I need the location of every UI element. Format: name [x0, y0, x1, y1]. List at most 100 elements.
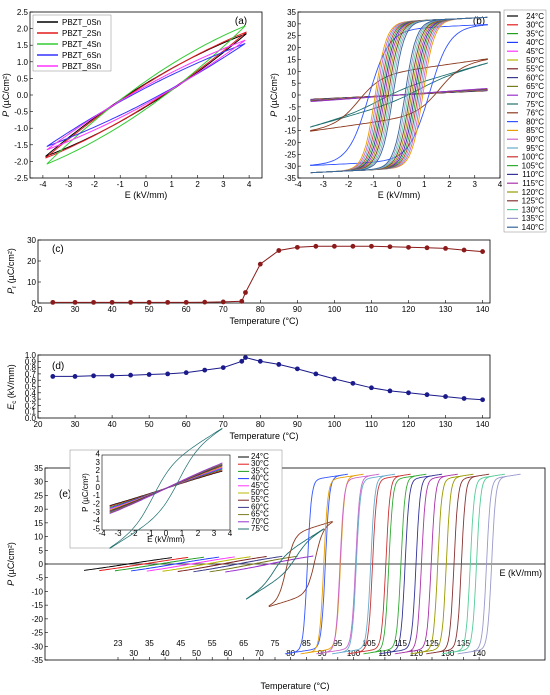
- x-tick-label: 120: [402, 305, 416, 314]
- y-tick-label: 25: [287, 32, 296, 41]
- y-tick-label: 5: [39, 546, 44, 555]
- data-point: [424, 392, 430, 398]
- y-tick-label: 35: [34, 464, 43, 473]
- data-point: [406, 244, 411, 250]
- x-tick-label: 80: [286, 649, 295, 658]
- inset-legend-entry: 35°C: [251, 466, 269, 475]
- x-tick-label: 140: [476, 305, 490, 314]
- series-loop-120: [394, 473, 458, 655]
- x-tick-label: -4: [39, 180, 47, 189]
- series-loop-45: [146, 556, 235, 572]
- data-point: [257, 261, 263, 267]
- y-tick-label: 0.8: [25, 364, 37, 373]
- x-tick-label: -3: [65, 180, 73, 189]
- data-point: [331, 243, 337, 249]
- x-tick-label: -1: [370, 180, 378, 189]
- y-tick-label: 0.5: [17, 74, 29, 83]
- series-loop-60: [193, 555, 283, 573]
- y-label-symbol: P: [6, 580, 16, 586]
- inset-frame: [101, 454, 231, 531]
- series-loop-35: [114, 556, 204, 572]
- x-axis-label: Temperature (°C): [229, 316, 298, 326]
- y-tick-label: 0.4: [25, 389, 37, 398]
- inset-x-tick-label: -2: [130, 529, 138, 538]
- data-point: [72, 299, 78, 305]
- y-tick-label: 0: [32, 299, 37, 308]
- legend-entry: 75°C: [526, 100, 544, 109]
- legend-entry: PBZT_6Sn: [62, 51, 101, 60]
- x-tick-label: 110: [379, 649, 392, 658]
- y-tick-label: -20: [31, 615, 43, 624]
- data-point: [257, 358, 263, 364]
- inset-loop-70°C: [109, 462, 223, 515]
- x-tick-label: 125: [425, 639, 439, 648]
- series-line: [52, 245, 483, 303]
- x-tick-label: -3: [320, 180, 328, 189]
- legend-entry: PBZT_8Sn: [62, 62, 101, 71]
- x-tick-label: 4: [498, 180, 503, 189]
- data-point: [443, 246, 448, 251]
- x-tick-label: 90: [293, 305, 302, 314]
- series-loop-140: [457, 473, 521, 655]
- y-label-subscript: c: [12, 401, 18, 404]
- y-label-symbol: P: [269, 111, 279, 117]
- inset-x-tick-label: 4: [228, 529, 233, 538]
- x-axis-label: E (kV/mm): [378, 190, 421, 200]
- x-tick-label: 70: [219, 420, 228, 429]
- inset-legend-entry: 40°C: [251, 474, 269, 483]
- x-tick-label: 1: [422, 180, 427, 189]
- data-point: [128, 372, 134, 378]
- data-point: [406, 390, 411, 396]
- x-tick-label: 120: [402, 420, 416, 429]
- data-point: [220, 299, 226, 305]
- y-axis-label: Pr (µC/cm²): [6, 248, 18, 294]
- inset-y-tick-label: -2: [93, 500, 101, 509]
- x-tick-label: 80: [256, 420, 265, 429]
- inset-legend-entry: 60°C: [251, 502, 269, 511]
- x-tick-label: 40: [161, 649, 170, 658]
- x-axis-label: Temperature (°C): [260, 681, 329, 691]
- series-loop-65: [209, 555, 298, 573]
- inset-y-label: P (µC/cm²): [81, 473, 90, 512]
- x-tick-label: 110: [365, 305, 378, 314]
- x-tick-label: 70: [255, 649, 264, 658]
- series-loop-55: [177, 555, 267, 573]
- y-tick-label: -0.5: [14, 108, 28, 117]
- data-point: [183, 299, 189, 305]
- y-tick-label: 1.0: [25, 351, 37, 360]
- y-tick-label: 30: [27, 236, 36, 245]
- panel-label: (c): [52, 244, 64, 255]
- series-loop-50: [162, 556, 251, 572]
- y-tick-label: 5: [292, 79, 297, 88]
- y-tick-label: -35: [31, 656, 43, 665]
- inset-x-tick-label: -3: [114, 529, 122, 538]
- y-label-subscript: r: [12, 286, 18, 288]
- y-label-unit: (kV/mm): [6, 364, 16, 401]
- y-tick-label: 0: [292, 91, 297, 100]
- data-point: [72, 374, 78, 379]
- x-axis-label: Temperature (°C): [229, 431, 298, 441]
- data-point: [350, 380, 356, 386]
- inset-y-tick-label: 4: [96, 450, 101, 459]
- x-tick-label: 130: [439, 420, 453, 429]
- legend-entry: 50°C: [526, 56, 544, 65]
- inset-x-tick-label: 3: [212, 529, 217, 538]
- x-tick-label: 23: [114, 639, 123, 648]
- x-tick-label: 100: [328, 420, 342, 429]
- x-tick-label: -2: [91, 180, 99, 189]
- y-tick-label: 25: [34, 491, 43, 500]
- data-point: [424, 245, 430, 251]
- y-tick-label: 30: [287, 20, 296, 29]
- y-tick-label: 0.7: [25, 370, 37, 379]
- x-tick-label: 80: [256, 305, 265, 314]
- series-loop-85: [284, 473, 348, 655]
- inset-legend-entry: 45°C: [251, 481, 269, 490]
- panel-b: -4 -3 -2 -1 0 1 2 3 4-35-30-25-20-15-10-50510152…: [269, 8, 547, 233]
- data-point: [276, 248, 282, 253]
- inset-y-tick-label: -3: [93, 508, 101, 517]
- data-point: [50, 299, 56, 305]
- data-point: [294, 366, 300, 372]
- data-point: [202, 299, 208, 305]
- y-tick-label: 35: [287, 8, 296, 17]
